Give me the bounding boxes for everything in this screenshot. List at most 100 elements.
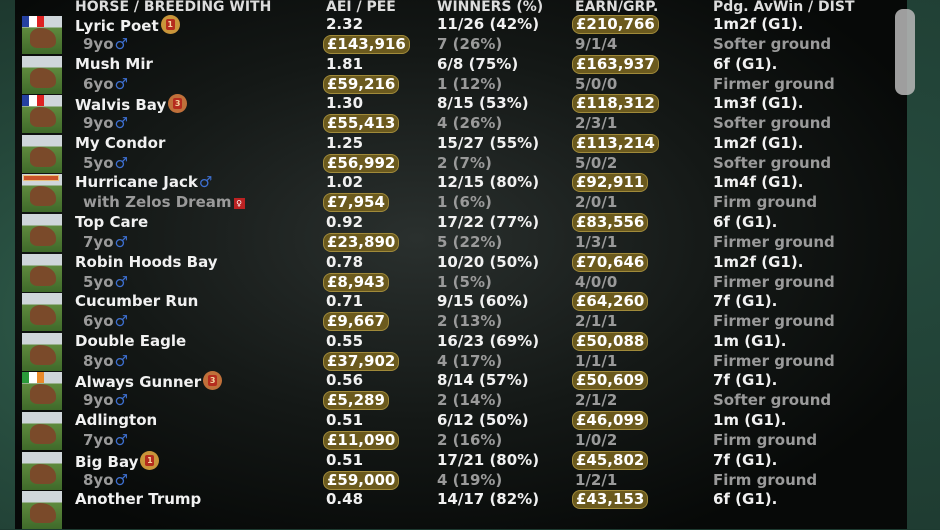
table-row[interactable]: Lyric Poet 1 9yo♂ 2.32 £143,916 11/26 (42… — [15, 15, 895, 55]
distance-value: 1m (G1). — [713, 411, 787, 429]
earnings-value: £43,153 — [573, 491, 648, 509]
horse-age: 6yo — [83, 74, 114, 93]
pee-value: £9,667 — [324, 313, 388, 331]
horse-name-cell[interactable]: Robin Hoods Bay — [75, 253, 218, 271]
horse-age: 8yo — [83, 470, 114, 489]
horse-age: 7yo — [83, 233, 114, 251]
horse-name: Lyric Poet — [75, 17, 159, 35]
ground-value: Firmer ground — [713, 351, 835, 370]
horse-thumbnail[interactable] — [22, 95, 62, 134]
table-row[interactable]: Adlington 7yo♂ 0.51 £11,090 6/12 (50%) 2… — [15, 411, 895, 451]
horse-name-cell[interactable]: Hurricane Jack♂ — [75, 173, 212, 191]
table-row[interactable]: Big Bay 1 8yo♂ 0.51 £59,000 17/21 (80%) 4… — [15, 450, 895, 491]
pee-value: £11,090 — [324, 432, 399, 449]
aei-value: 0.92 — [326, 213, 364, 231]
table-row[interactable]: Another Trump 0.48 14/17 (82%) £43,153 6… — [15, 490, 895, 530]
winners-value: 16/23 (69%) — [437, 331, 540, 350]
ground-value: Firm ground — [713, 193, 818, 212]
horse-thumbnail[interactable] — [22, 134, 62, 173]
table-row[interactable]: My Condor 5yo♂ 1.25 £56,992 15/27 (55%) … — [15, 134, 895, 174]
group-winners-value: 5 (22%) — [437, 233, 503, 251]
ground-value: Softer ground — [713, 153, 832, 172]
pee-value: £7,954 — [324, 194, 388, 212]
male-icon: ♂ — [114, 74, 128, 93]
male-icon: ♂ — [114, 35, 128, 53]
horse-name-cell[interactable]: Walvis Bay 3 — [75, 94, 188, 114]
rank-badge-icon: 1 — [140, 450, 160, 470]
record-value: 5/0/2 — [575, 153, 618, 172]
scrollbar[interactable] — [895, 9, 915, 95]
horse-name-cell[interactable]: Top Care — [75, 213, 148, 231]
aei-value: 0.71 — [326, 292, 364, 311]
winners-value: 15/27 (55%) — [437, 133, 540, 152]
horse-name-cell[interactable]: Lyric Poet 1 — [75, 15, 180, 35]
horse-name-cell[interactable]: Another Trump — [75, 490, 201, 508]
horse-thumbnail[interactable] — [22, 55, 62, 94]
table-row[interactable]: Always Gunner 3 9yo♂ 0.56 £5,289 8/14 (57… — [15, 371, 895, 411]
table-row[interactable]: Walvis Bay 3 9yo♂ 1.30 £55,413 8/15 (53%)… — [15, 94, 895, 134]
rank-badge-icon: 1 — [160, 15, 180, 34]
horse-name-cell[interactable]: Cucumber Run — [75, 292, 198, 310]
horse-thumbnail[interactable] — [22, 332, 62, 371]
male-icon: ♂ — [114, 153, 128, 172]
distance-value: 6f (G1). — [713, 213, 778, 231]
header-dist[interactable]: Pdg. AvWin / DIST — [713, 0, 855, 15]
horse-sub-cell: 9yo♂ — [83, 114, 128, 132]
earnings-value: £210,766 — [573, 16, 658, 33]
rank-badge-icon: 3 — [168, 94, 188, 114]
horse-name-cell[interactable]: My Condor — [75, 134, 165, 152]
horse-thumbnail[interactable] — [22, 253, 62, 292]
table-row[interactable]: Cucumber Run 6yo♂ 0.71 £9,667 9/15 (60%)… — [15, 292, 895, 332]
horse-thumbnail[interactable] — [22, 412, 62, 450]
table-row[interactable]: Hurricane Jack♂ with Zelos Dream ♀ 1.02 £… — [15, 173, 895, 213]
distance-value: 6f (G1). — [713, 490, 778, 509]
horse-thumbnail[interactable] — [22, 372, 62, 411]
horse-image — [30, 67, 56, 88]
header-horse[interactable]: HORSE / BREEDING WITH — [75, 0, 272, 15]
distance-value: 6f (G1). — [713, 54, 778, 73]
table-row[interactable]: Double Eagle 8yo♂ 0.55 £37,902 16/23 (69… — [15, 332, 895, 372]
header-aei[interactable]: AEI / PEE — [326, 0, 396, 15]
horse-thumbnail[interactable] — [22, 16, 62, 54]
aei-value: 0.51 — [326, 411, 364, 429]
horse-thumbnail[interactable] — [22, 491, 62, 530]
horse-thumbnail[interactable] — [22, 174, 62, 213]
horse-age: 7yo — [83, 431, 114, 449]
record-value: 2/1/1 — [575, 312, 618, 331]
horse-image — [30, 226, 56, 246]
horse-name: Top Care — [75, 213, 149, 231]
horse-thumbnail[interactable] — [22, 293, 62, 332]
header-winners[interactable]: WINNERS (%) — [437, 0, 544, 15]
horse-name-cell[interactable]: Double Eagle — [75, 332, 186, 350]
france-flag-icon — [22, 16, 44, 27]
horse-sub-cell: 7yo♂ — [83, 233, 128, 251]
winners-value: 17/22 (77%) — [437, 213, 540, 231]
record-value: 2/1/2 — [575, 391, 618, 410]
header-earn[interactable]: EARN/GRP. — [575, 0, 659, 15]
horse-image — [30, 424, 56, 444]
horse-age: 9yo — [83, 391, 114, 410]
horse-name-cell[interactable]: Mush Mir — [75, 55, 153, 73]
horse-name-cell[interactable]: Adlington — [75, 411, 157, 429]
group-winners-value: 1 (6%) — [437, 193, 492, 212]
male-icon: ♂ — [114, 233, 128, 251]
table-row[interactable]: Mush Mir 6yo♂ 1.81 £59,216 6/8 (75%) 1 (… — [15, 55, 895, 95]
table-row[interactable]: Robin Hoods Bay 5yo♂ 0.78 £8,943 10/20 (… — [15, 253, 895, 293]
earnings-value: £118,312 — [573, 95, 658, 113]
male-icon: ♂ — [114, 431, 128, 449]
group-winners-value: 2 (14%) — [437, 391, 503, 410]
table-row[interactable]: Top Care 7yo♂ 0.92 £23,890 17/22 (77%) 5… — [15, 213, 895, 253]
horse-thumbnail[interactable] — [22, 214, 62, 252]
record-value: 1/1/1 — [575, 351, 618, 370]
horse-sub-cell — [83, 510, 84, 528]
winners-value: 10/20 (50%) — [437, 252, 540, 271]
horse-sub-cell: 8yo♂ — [83, 352, 128, 370]
earnings-value: £92,911 — [573, 174, 648, 192]
horse-image — [30, 503, 56, 524]
record-value: 2/0/1 — [575, 193, 618, 212]
horse-sub-cell: 9yo♂ — [83, 391, 128, 409]
horse-thumbnail[interactable] — [22, 451, 62, 490]
horse-name-cell[interactable]: Always Gunner 3 — [75, 371, 223, 391]
earnings-value: £50,609 — [573, 372, 648, 390]
horse-name-cell[interactable]: Big Bay 1 — [75, 450, 160, 471]
